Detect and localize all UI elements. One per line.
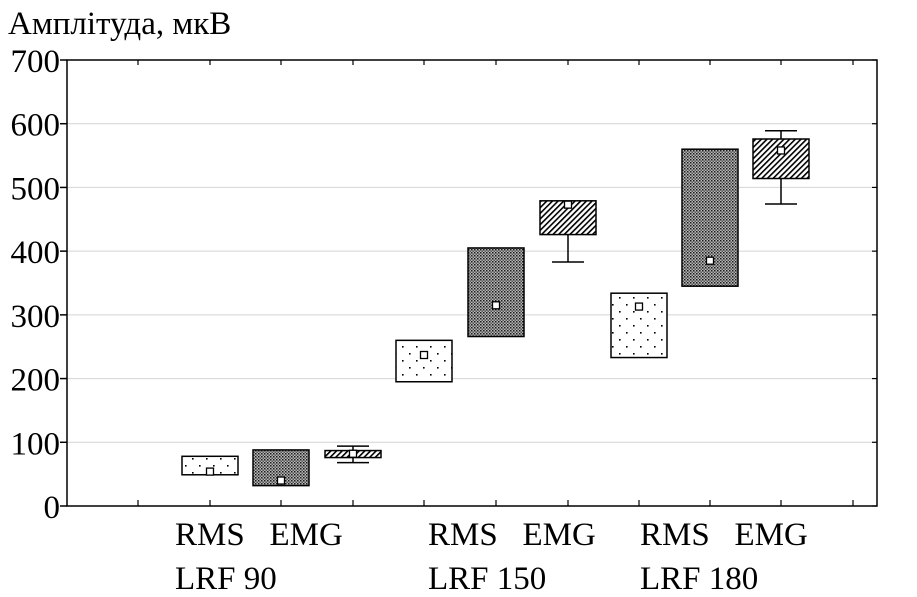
y-axis-title: Амплітуда, мкВ — [8, 6, 232, 42]
x-group-label-line2: LRF 90 — [175, 561, 277, 597]
box-dense-1 — [252, 449, 310, 487]
mean-marker — [419, 350, 429, 360]
x-group-label-line2: LRF 150 — [428, 561, 547, 597]
y-tick-label: 100 — [11, 426, 61, 462]
y-tick-label: 300 — [11, 299, 61, 335]
box-hatch-5 — [539, 200, 597, 263]
y-tick-label: 500 — [11, 171, 61, 207]
mean-marker — [705, 256, 715, 265]
y-tick-label: 600 — [11, 108, 61, 144]
box-dots-0 — [181, 455, 239, 476]
box-rect — [395, 339, 453, 383]
box-rect — [252, 449, 310, 487]
mean-marker — [776, 146, 786, 155]
box-rect — [467, 247, 525, 338]
box-dense-4 — [467, 247, 525, 338]
box-hatch-2 — [324, 445, 382, 464]
mean-marker — [205, 467, 215, 476]
box-rect — [681, 148, 739, 287]
x-group-label-line1: RMS EMG — [640, 517, 808, 553]
y-tick-label: 200 — [11, 363, 61, 399]
mean-marker — [491, 301, 501, 310]
mean-marker — [276, 476, 286, 485]
box-dots-6 — [610, 292, 668, 359]
y-tick-label: 0 — [44, 490, 61, 526]
x-group-label-line1: RMS EMG — [428, 517, 596, 553]
y-tick-label: 400 — [11, 235, 61, 271]
mean-marker — [563, 200, 573, 209]
box-rect — [752, 138, 810, 180]
plot-frame — [66, 59, 878, 507]
box-hatch-8 — [752, 129, 810, 205]
x-group-label-line1: RMS EMG — [175, 517, 343, 553]
box-dots-3 — [395, 339, 453, 383]
mean-marker — [634, 302, 644, 311]
box-dense-7 — [681, 148, 739, 287]
y-tick-label: 700 — [11, 44, 61, 80]
x-group-label-line2: LRF 180 — [640, 561, 759, 597]
mean-marker — [348, 449, 358, 458]
